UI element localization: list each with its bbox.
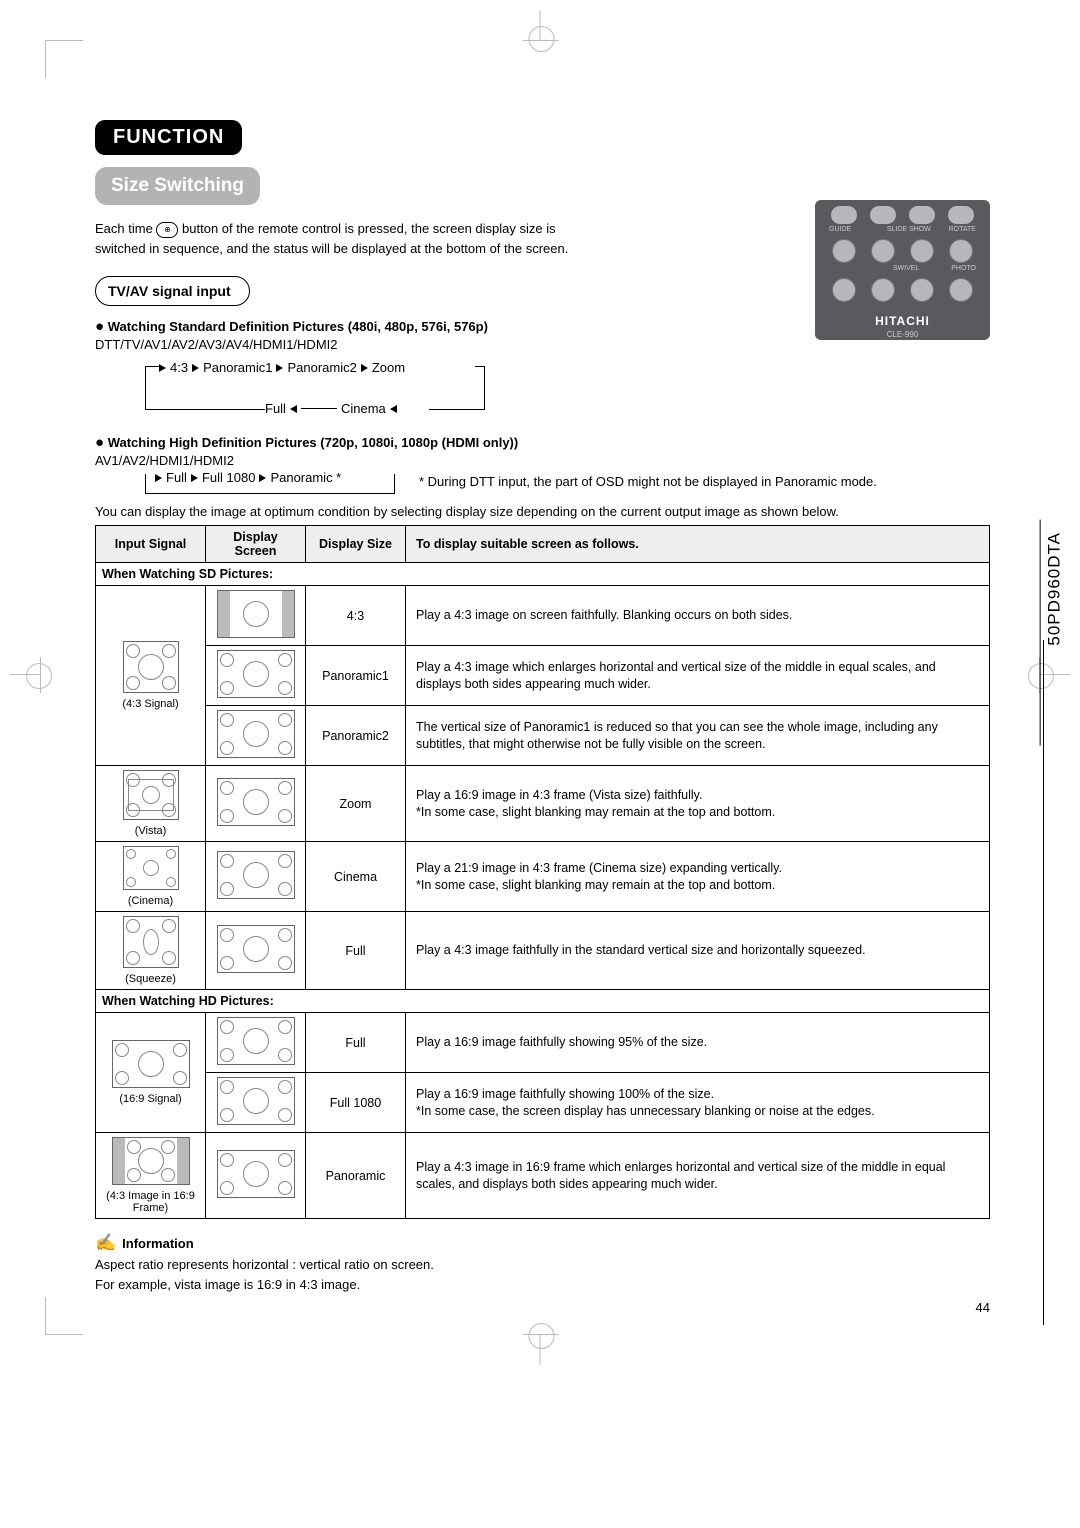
thumb-vista <box>123 770 179 820</box>
intro-l1b: button of the remote control is pressed,… <box>182 221 556 236</box>
table-row: (Vista) Zoom Play a 16:9 image in 4:3 fr… <box>96 766 990 842</box>
thumb-wide <box>217 710 295 758</box>
remote-illustration: GUIDESLIDE SHOWROTATE SWIVELPHOTO HITACH… <box>815 200 990 340</box>
remote-model: CLE-990 <box>815 330 990 339</box>
hand-icon: ✍ <box>95 1233 116 1253</box>
function-badge: FUNCTION <box>95 120 242 155</box>
sd-section: When Watching SD Pictures: <box>96 563 990 586</box>
manual-page: FUNCTION Size Switching Each time ⊕ butt… <box>0 0 1080 1375</box>
th-input: Input Signal <box>96 526 206 563</box>
table-row: (4:3 Image in 16:9 Frame) Panoramic Play… <box>96 1133 990 1219</box>
thumb-43-in-169 <box>112 1137 190 1185</box>
thumb-squeeze <box>123 916 179 968</box>
side-bar <box>1043 640 1044 1325</box>
table-row: (Squeeze) Full Play a 4:3 image faithful… <box>96 912 990 990</box>
thumb-wide <box>217 650 295 698</box>
thumb-wide <box>217 925 295 973</box>
thumb-43 <box>123 641 179 693</box>
hd-flow-diagram: Full Full 1080 Panoramic * <box>145 474 395 494</box>
information-heading: ✍ Information <box>95 1233 990 1253</box>
thumb-cinema <box>123 846 179 890</box>
intro-text: Each time ⊕ button of the remote control… <box>95 219 695 258</box>
pre-table-text: You can display the image at optimum con… <box>95 504 990 519</box>
intro-l1a: Each time <box>95 221 156 236</box>
thumb-wide <box>217 1017 295 1065</box>
thumb-wide <box>217 851 295 899</box>
table-row: (Cinema) Cinema Play a 21:9 image in 4:3… <box>96 842 990 912</box>
table-row: (4:3 Signal) 4:3 Play a 4:3 image on scr… <box>96 586 990 646</box>
information-body: Aspect ratio represents horizontal : ver… <box>95 1255 990 1294</box>
tv-av-signal-heading: TV/AV signal input <box>95 276 250 306</box>
hd-inputs: AV1/AV2/HDMI1/HDMI2 <box>95 453 990 468</box>
size-switching-badge: Size Switching <box>95 167 260 205</box>
table-row: (16:9 Signal) Full Play a 16:9 image fai… <box>96 1013 990 1073</box>
hd-section: When Watching HD Pictures: <box>96 990 990 1013</box>
hd-heading: ● Watching High Definition Pictures (720… <box>95 434 990 451</box>
intro-l2: switched in sequence, and the status wil… <box>95 241 568 256</box>
hd-note: * During DTT input, the part of OSD migh… <box>419 474 877 489</box>
page-number: 44 <box>95 1300 990 1315</box>
thumb-wide <box>217 1077 295 1125</box>
thumb-pillar <box>217 590 295 638</box>
thumb-wide <box>217 1150 295 1198</box>
sd-flow-diagram: 4:3 Panoramic1 Panoramic2 Zoom Full Cine… <box>145 360 485 416</box>
thumb-wide <box>217 778 295 826</box>
th-size: Display Size <box>306 526 406 563</box>
remote-brand: HITACHI <box>815 314 990 328</box>
th-screen: Display Screen <box>206 526 306 563</box>
size-table: Input Signal Display Screen Display Size… <box>95 525 990 1219</box>
table-row: Full 1080 Play a 16:9 image faithfully s… <box>96 1073 990 1133</box>
table-row: Panoramic2 The vertical size of Panorami… <box>96 706 990 766</box>
thumb-169 <box>112 1040 190 1088</box>
zoom-button-icon: ⊕ <box>156 222 178 238</box>
table-row: Panoramic1 Play a 4:3 image which enlarg… <box>96 646 990 706</box>
th-desc: To display suitable screen as follows. <box>406 526 990 563</box>
